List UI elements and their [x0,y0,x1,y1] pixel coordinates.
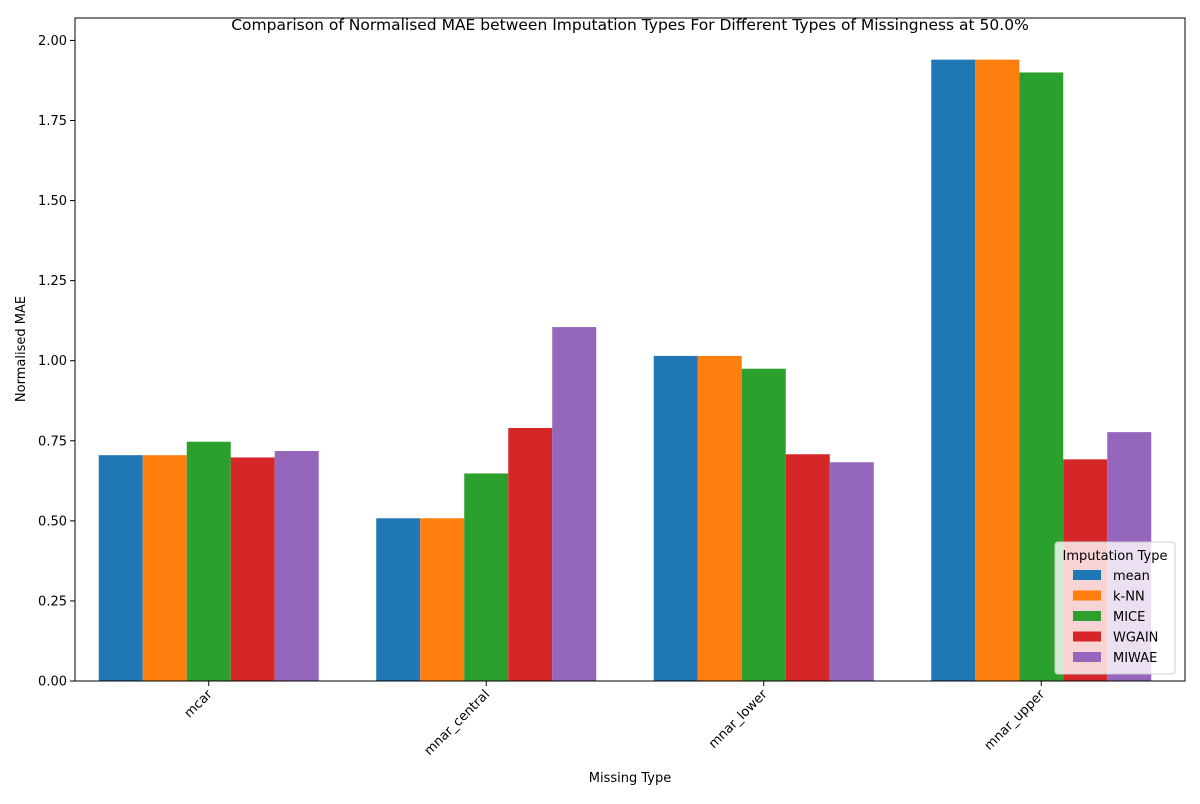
plot-area [98,59,1152,681]
bar-k-nn-mnar-central [420,518,465,681]
legend-swatch [1073,631,1101,642]
legend-title: Imputation Type [1063,549,1168,564]
y-tick-label: 1.00 [38,354,67,369]
bar-mean-mnar-lower [653,355,698,681]
x-axis: mcar mnar_central mnar_lower mnar_upper [182,681,1049,759]
x-tick-label: mnar_upper [982,687,1049,754]
bar-mice-mnar-central [464,473,509,681]
bar-miwae-mnar-lower [829,462,874,681]
bar-wgain-mnar-lower [785,454,830,681]
y-axis-label: Normalised MAE [14,296,29,402]
y-axis: 0.00 0.25 0.50 0.75 1.00 1.25 1.50 1.75 2.00 [38,34,75,690]
y-tick-label: 2.00 [38,34,67,49]
bar-k-nn-mcar [142,455,187,681]
x-axis-label: Missing Type [589,771,671,786]
bar-k-nn-mnar-lower [697,355,742,681]
plot-frame [74,17,1186,682]
bar-wgain-mcar [230,457,275,681]
bar-mean-mnar-central [376,518,421,681]
y-tick-label: 0.00 [38,675,67,690]
legend-swatch [1073,590,1101,601]
y-tick-label: 0.50 [38,514,67,529]
y-tick-label: 0.75 [38,434,67,449]
bar-mice-mcar [186,441,231,681]
legend-swatch [1073,570,1101,580]
bar-miwae-mnar-central [552,327,597,681]
legend-swatch [1073,652,1101,662]
legend-label: WGAIN [1113,631,1158,646]
y-tick-label: 1.50 [38,194,67,209]
bar-miwae-mcar [274,451,319,681]
x-tick-label: mnar_central [422,687,494,759]
legend-label: MIWAE [1113,651,1157,666]
legend-entries: mean k-NN MICE WGAIN MIWAE [1073,569,1158,666]
bar-k-nn-mnar-upper [975,59,1020,681]
bar-mean-mcar [98,455,143,681]
y-tick-label: 1.25 [38,274,67,289]
bar-wgain-mnar-central [508,427,553,681]
legend-swatch [1073,611,1101,621]
x-tick-label: mnar_lower [706,687,771,752]
y-tick-label: 0.25 [38,594,67,609]
bar-mice-mnar-lower [741,368,786,681]
y-tick-label: 1.75 [38,114,67,129]
x-tick-label: mcar [182,687,216,721]
chart-title: Comparison of Normalised MAE between Imp… [231,16,1029,34]
legend: Imputation Type mean k-NN MICE WGAIN MIWAE [1054,541,1176,675]
bar-mean-mnar-upper [931,59,976,681]
legend-label: mean [1113,569,1150,584]
legend-label: k-NN [1113,590,1145,605]
legend-label: MICE [1113,610,1145,625]
